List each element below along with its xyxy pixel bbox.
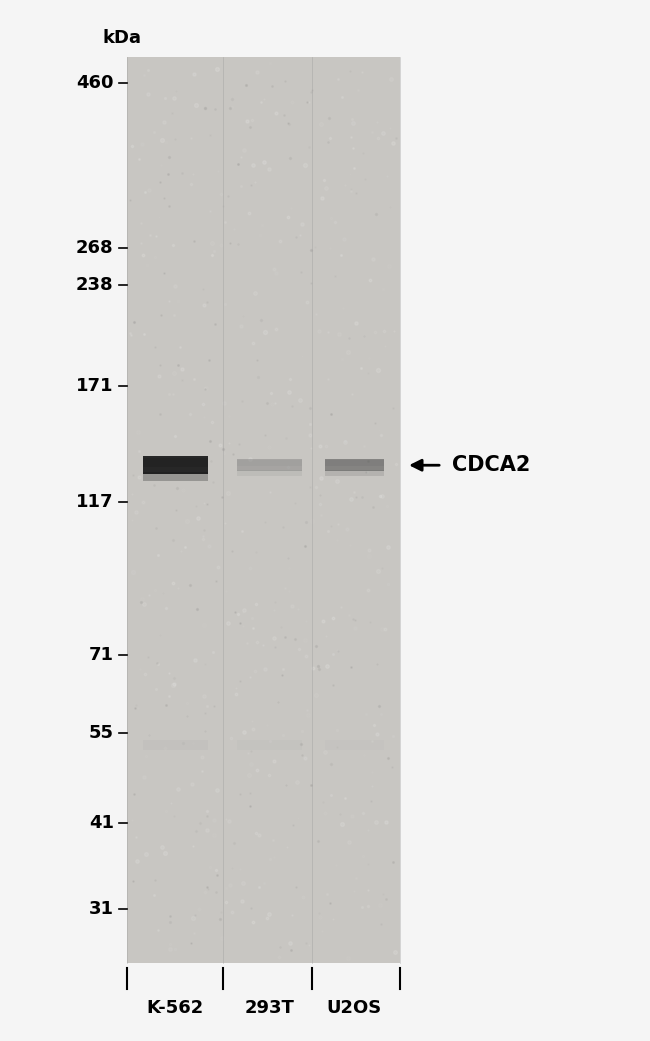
Text: 41: 41	[89, 814, 114, 833]
Bar	[143, 456, 208, 474]
Bar	[143, 473, 208, 481]
Bar	[325, 471, 384, 477]
Text: 71: 71	[89, 646, 114, 664]
Text: K-562: K-562	[147, 999, 204, 1017]
Text: 31: 31	[89, 900, 114, 918]
Text: U2OS: U2OS	[326, 999, 382, 1017]
Bar	[127, 57, 400, 963]
Bar	[325, 459, 384, 472]
Bar	[143, 458, 208, 467]
Bar	[237, 460, 302, 466]
Bar	[237, 471, 302, 477]
Text: 117: 117	[76, 493, 114, 511]
Bar	[325, 739, 384, 750]
Text: 55: 55	[89, 725, 114, 742]
Text: 171: 171	[76, 377, 114, 395]
Text: 268: 268	[76, 239, 114, 257]
Text: 293T: 293T	[245, 999, 294, 1017]
Bar	[325, 460, 384, 466]
Bar	[143, 739, 208, 750]
Bar	[237, 459, 302, 472]
Text: 238: 238	[76, 276, 114, 294]
Text: 460: 460	[76, 74, 114, 92]
Text: CDCA2: CDCA2	[452, 455, 530, 476]
Bar	[237, 739, 302, 750]
Text: kDa: kDa	[103, 29, 142, 47]
